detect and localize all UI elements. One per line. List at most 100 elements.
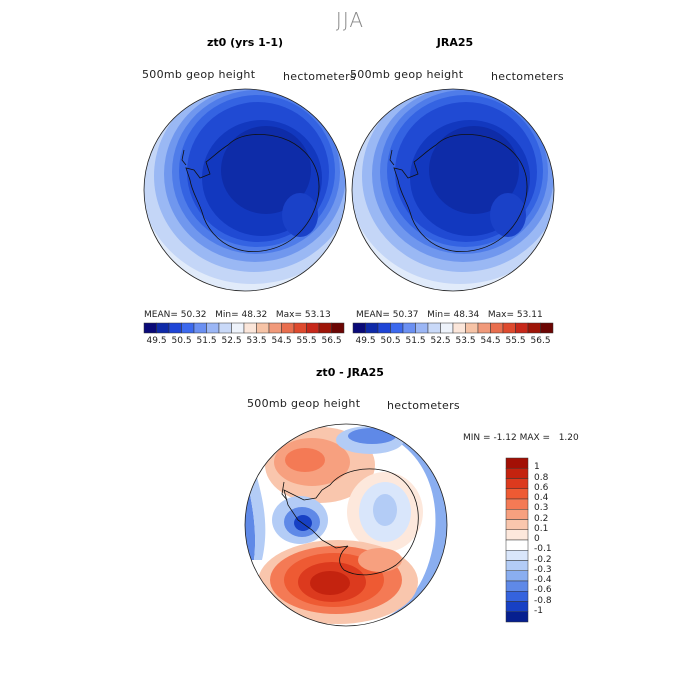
- season-title: JJA: [335, 8, 365, 32]
- panel1-min-label: Min=: [215, 310, 239, 320]
- colorbar-swatch: [193, 322, 207, 334]
- colorbar-tick-label: 54.5: [480, 336, 501, 346]
- panel2-mean-label: MEAN=: [356, 310, 390, 320]
- colorbar-tick-label: 56.5: [530, 336, 551, 346]
- colorbar-tick-label: 51.5: [405, 336, 426, 346]
- panel3-max-label: MAX =: [519, 433, 551, 443]
- panel2-max-label: Max=: [487, 310, 515, 320]
- colorbar-swatch: [143, 322, 157, 334]
- colorbar-swatch: [540, 322, 554, 334]
- colorbar-tick-label: 56.5: [321, 336, 342, 346]
- colorbar-tick-label: 52.5: [430, 336, 451, 346]
- colorbar-swatch: [256, 322, 270, 334]
- colorbar-swatch: [377, 322, 391, 334]
- panel1-antarctica-outline: [185, 134, 320, 252]
- colorbar-level-label: -0.3: [534, 564, 552, 575]
- panel3-title: zt0 - JRA25: [316, 366, 384, 379]
- colorbar-swatch: [477, 322, 491, 334]
- colorbar-swatch: [490, 322, 504, 334]
- panel3-subtitle-left: 500mb geop height: [247, 397, 361, 410]
- panel1-globe-border: [143, 88, 347, 292]
- colorbar-swatch: [505, 519, 529, 530]
- panel2-min-value: 48.34: [453, 310, 480, 320]
- colorbar-swatch: [505, 488, 529, 500]
- colorbar-swatch: [415, 322, 429, 334]
- colorbar-swatch: [505, 550, 529, 561]
- panel3-subtitle-right: hectometers: [387, 399, 460, 412]
- panel1-title: zt0 (yrs 1-1): [206, 36, 284, 49]
- colorbar-swatch: [515, 322, 529, 334]
- colorbar-level-label: -0.4: [534, 575, 552, 585]
- panel3-max-value: 1.20: [558, 433, 579, 443]
- colorbar-level-label: 0.8: [534, 472, 549, 483]
- colorbar-swatch: [505, 478, 529, 489]
- colorbar-level-label: -0.2: [534, 554, 552, 565]
- colorbar-swatch: [502, 322, 516, 334]
- colorbar-swatch: [505, 560, 529, 571]
- panel2-antarctica-outline: [393, 134, 528, 252]
- colorbar-tick-label: 50.5: [171, 336, 192, 346]
- colorbar-swatch: [440, 322, 454, 334]
- panel1-mean-value: 50.32: [180, 310, 207, 320]
- panel2-mean-value: 50.37: [392, 310, 419, 320]
- colorbar-level-label: -0.6: [534, 585, 552, 596]
- colorbar-tick-label: 52.5: [221, 336, 242, 346]
- colorbar-swatch: [402, 322, 416, 334]
- panel1-colorbar: [143, 322, 345, 334]
- panel1-min-value: 48.32: [241, 310, 268, 320]
- colorbar-swatch: [505, 498, 529, 510]
- colorbar-level-label: 0.2: [534, 513, 549, 524]
- panel3-stats: MIN = -1.12 MAX = 1.20: [463, 433, 579, 443]
- colorbar-swatch: [505, 468, 529, 479]
- colorbar-swatch: [452, 322, 466, 334]
- panel3-min-label: MIN =: [463, 433, 491, 443]
- colorbar-swatch: [505, 509, 529, 520]
- colorbar-tick-label: 53.5: [246, 336, 267, 346]
- panel1-mean-label: MEAN=: [144, 310, 178, 320]
- panel1-stats: MEAN= 50.32 Min= 48.32 Max= 53.13: [144, 310, 331, 320]
- panel1-max-value: 53.13: [304, 310, 331, 320]
- panel2-subtitle-left: 500mb geop height: [350, 68, 464, 81]
- colorbar-level-label: -0.1: [534, 544, 552, 555]
- colorbar-swatch: [306, 322, 320, 334]
- colorbar-swatch: [352, 322, 366, 334]
- colorbar-swatch: [505, 570, 529, 582]
- colorbar-tick-label: 51.5: [196, 336, 217, 346]
- panel1-subtitle-right: hectometers: [283, 70, 356, 83]
- colorbar-tick-label: 54.5: [271, 336, 292, 346]
- colorbar-tick-label: 55.5: [505, 336, 526, 346]
- colorbar-level-label: 1: [534, 462, 540, 473]
- panel2-map: [352, 89, 554, 291]
- panel2-min-label: Min=: [427, 310, 451, 320]
- colorbar-level-label: 0: [534, 534, 540, 544]
- colorbar-tick-label: 49.5: [146, 336, 167, 346]
- colorbar-level-label: -0.8: [534, 595, 552, 606]
- colorbar-swatch: [206, 322, 220, 334]
- colorbar-swatch: [231, 322, 245, 334]
- colorbar-swatch: [427, 322, 441, 334]
- colorbar-swatch: [365, 322, 379, 334]
- colorbar-level-label: -1: [534, 605, 543, 616]
- colorbar-swatch: [268, 322, 282, 334]
- panel2-max-value: 53.11: [516, 310, 543, 320]
- colorbar-level-label: 0.1: [534, 523, 549, 534]
- colorbar-swatch: [465, 322, 479, 334]
- colorbar-swatch: [505, 580, 529, 592]
- colorbar-swatch: [181, 322, 195, 334]
- colorbar-tick-label: 55.5: [296, 336, 317, 346]
- colorbar-level-label: 0.4: [534, 493, 549, 503]
- colorbar-swatch: [156, 322, 170, 334]
- colorbar-swatch: [505, 529, 529, 541]
- colorbar-swatch: [331, 322, 345, 334]
- colorbar-tick-label: 53.5: [455, 336, 476, 346]
- colorbar-tick-label: 50.5: [380, 336, 401, 346]
- colorbar-swatch: [505, 601, 529, 612]
- colorbar-swatch: [243, 322, 257, 334]
- colorbar-swatch: [527, 322, 541, 334]
- panel2-title: JRA25: [436, 36, 474, 49]
- panel3-map: [245, 424, 447, 626]
- colorbar-level-label: 0.6: [534, 482, 549, 493]
- panel3-colorbar: [505, 457, 529, 623]
- panel3-antarctica-outline: [283, 468, 419, 576]
